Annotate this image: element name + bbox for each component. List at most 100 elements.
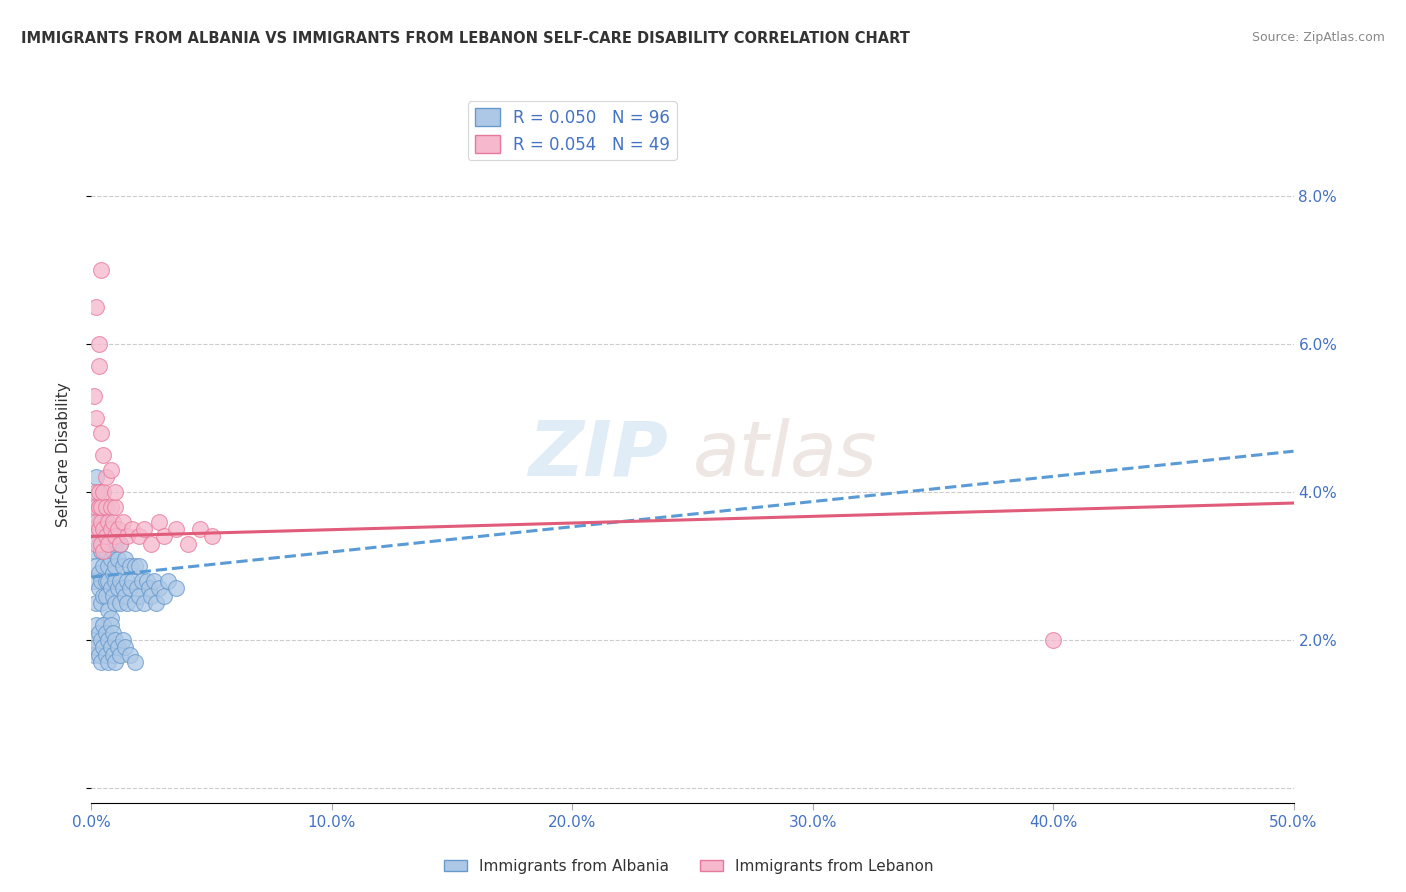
Point xyxy=(84,470,107,484)
Point xyxy=(83,522,105,536)
Point xyxy=(107,522,129,536)
Point xyxy=(93,558,115,573)
Point xyxy=(94,625,117,640)
Point xyxy=(87,484,110,499)
Point xyxy=(84,537,107,551)
Point xyxy=(165,581,187,595)
Point xyxy=(188,522,211,536)
Point xyxy=(165,522,187,536)
Point xyxy=(145,596,167,610)
Point xyxy=(90,500,112,514)
Point xyxy=(84,596,107,610)
Point xyxy=(135,574,157,588)
Point xyxy=(90,596,112,610)
Point xyxy=(97,603,120,617)
Point xyxy=(104,655,127,669)
Point xyxy=(141,537,163,551)
Point xyxy=(101,625,124,640)
Point xyxy=(128,589,150,603)
Point xyxy=(101,589,124,603)
Point xyxy=(111,515,134,529)
Point xyxy=(110,648,132,662)
Point xyxy=(84,500,107,514)
Text: atlas: atlas xyxy=(692,418,877,491)
Point xyxy=(110,596,132,610)
Point xyxy=(87,581,110,595)
Point xyxy=(90,544,112,558)
Point xyxy=(90,537,112,551)
Point xyxy=(83,632,105,647)
Point xyxy=(176,537,198,551)
Point xyxy=(104,632,127,647)
Point xyxy=(104,596,127,610)
Point xyxy=(100,618,122,632)
Point xyxy=(83,574,105,588)
Point xyxy=(142,574,165,588)
Point xyxy=(117,529,139,543)
Point xyxy=(84,411,107,425)
Point xyxy=(104,558,127,573)
Point xyxy=(87,566,110,581)
Point xyxy=(104,500,127,514)
Point xyxy=(124,596,146,610)
Point xyxy=(111,558,134,573)
Point xyxy=(97,515,120,529)
Point xyxy=(100,640,122,655)
Point xyxy=(93,484,115,499)
Point xyxy=(87,537,110,551)
Point xyxy=(87,515,110,529)
Point xyxy=(84,640,107,655)
Text: IMMIGRANTS FROM ALBANIA VS IMMIGRANTS FROM LEBANON SELF-CARE DISABILITY CORRELAT: IMMIGRANTS FROM ALBANIA VS IMMIGRANTS FR… xyxy=(21,31,910,46)
Point xyxy=(110,537,132,551)
Point xyxy=(104,484,127,499)
Point xyxy=(148,581,170,595)
Point xyxy=(107,581,129,595)
Point xyxy=(94,500,117,514)
Point xyxy=(124,558,146,573)
Point xyxy=(1042,632,1064,647)
Point xyxy=(104,537,127,551)
Point xyxy=(97,632,120,647)
Point xyxy=(100,611,122,625)
Point xyxy=(94,529,117,543)
Point xyxy=(94,544,117,558)
Point xyxy=(97,537,120,551)
Point xyxy=(121,522,143,536)
Point xyxy=(94,648,117,662)
Point xyxy=(104,574,127,588)
Point xyxy=(121,574,143,588)
Point xyxy=(110,537,132,551)
Point xyxy=(114,551,136,566)
Point xyxy=(201,529,224,543)
Text: Source: ZipAtlas.com: Source: ZipAtlas.com xyxy=(1251,31,1385,45)
Point xyxy=(138,581,160,595)
Point xyxy=(90,574,112,588)
Point xyxy=(84,618,107,632)
Point xyxy=(117,596,139,610)
Point xyxy=(100,463,122,477)
Point xyxy=(148,515,170,529)
Point xyxy=(107,551,129,566)
Point xyxy=(111,632,134,647)
Point xyxy=(93,589,115,603)
Point xyxy=(83,648,105,662)
Point xyxy=(100,581,122,595)
Point xyxy=(101,515,124,529)
Legend: Immigrants from Albania, Immigrants from Lebanon: Immigrants from Albania, Immigrants from… xyxy=(439,853,939,880)
Point xyxy=(100,500,122,514)
Point xyxy=(94,515,117,529)
Point xyxy=(134,596,156,610)
Point xyxy=(114,589,136,603)
Point xyxy=(83,389,105,403)
Point xyxy=(134,522,156,536)
Point xyxy=(87,625,110,640)
Point xyxy=(90,263,112,277)
Point xyxy=(94,470,117,484)
Point xyxy=(90,632,112,647)
Point xyxy=(93,544,115,558)
Text: ZIP: ZIP xyxy=(529,418,668,491)
Point xyxy=(107,640,129,655)
Point xyxy=(100,522,122,536)
Point xyxy=(101,566,124,581)
Point xyxy=(93,618,115,632)
